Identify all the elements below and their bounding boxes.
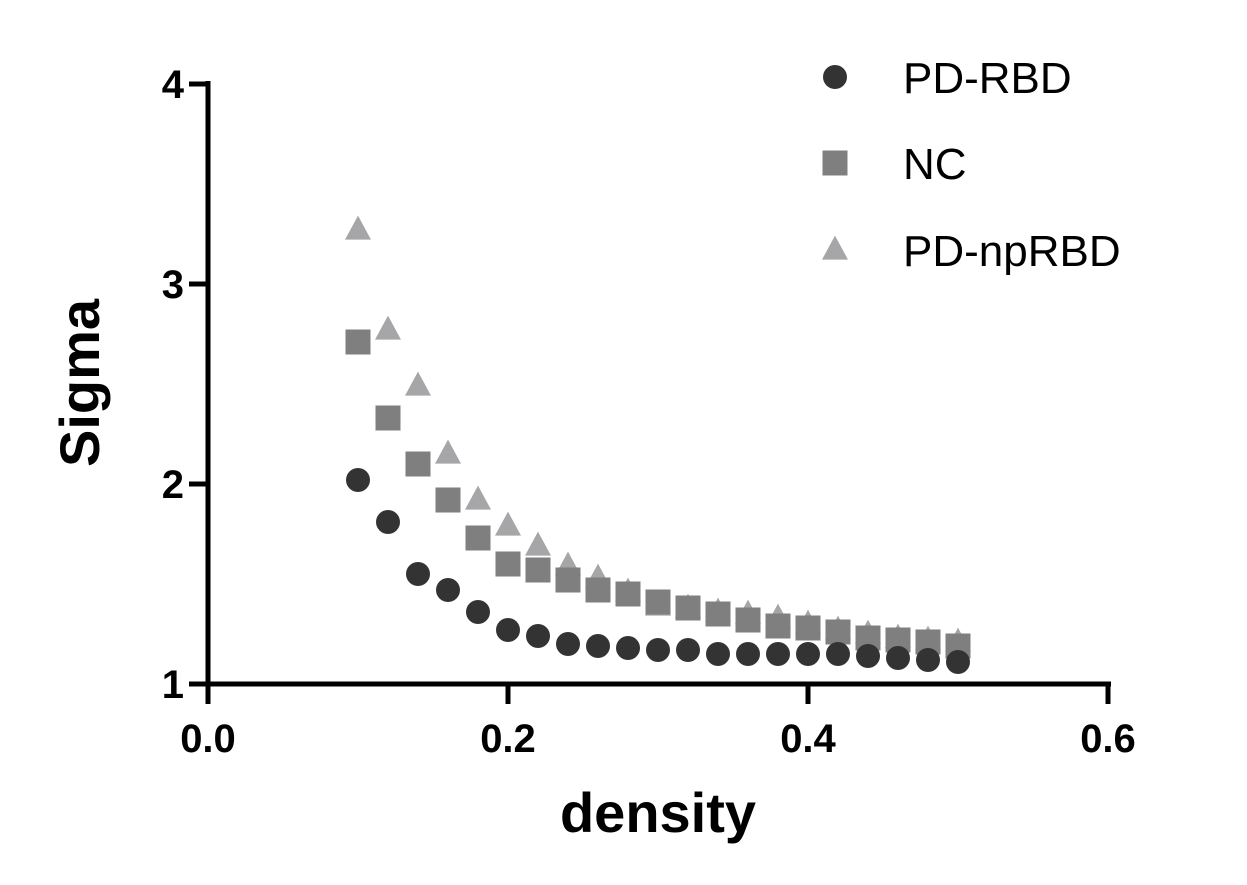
data-point-pd-rbd: [766, 642, 790, 666]
data-point-pd-nprbd: [375, 315, 401, 340]
data-point-pd-rbd: [496, 618, 520, 642]
data-point-nc: [435, 487, 461, 513]
data-point-pd-rbd: [436, 578, 460, 602]
data-point-pd-rbd: [706, 642, 730, 666]
x-tick-label: 0.0: [180, 717, 236, 761]
data-point-nc: [345, 329, 371, 355]
y-tick-label: 4: [162, 63, 185, 107]
data-point-pd-rbd: [556, 632, 580, 656]
data-point-pd-nprbd: [405, 371, 431, 396]
legend-marker-pd-nprbd: [822, 235, 848, 260]
y-tick-label: 3: [162, 263, 184, 307]
data-point-nc: [825, 619, 851, 645]
data-point-nc: [615, 581, 641, 607]
data-point-nc: [525, 557, 551, 583]
data-point-pd-rbd: [916, 648, 940, 672]
data-point-pd-rbd: [736, 642, 760, 666]
legend-label-pd-rbd: PD-RBD: [903, 54, 1072, 103]
data-point-nc: [375, 405, 401, 431]
data-point-nc: [675, 595, 701, 621]
data-point-pd-rbd: [466, 600, 490, 624]
y-axis-title: Sigma: [48, 298, 111, 467]
data-point-pd-rbd: [826, 642, 850, 666]
x-axis-ticks: 0.0 0.2 0.4 0.6: [180, 684, 1136, 761]
y-tick-label: 1: [162, 663, 184, 707]
data-point-pd-rbd: [796, 642, 820, 666]
data-point-pd-nprbd: [435, 439, 461, 464]
data-point-nc: [555, 567, 581, 593]
legend-label-nc: NC: [903, 140, 967, 189]
y-tick-label: 2: [162, 463, 184, 507]
data-point-pd-nprbd: [495, 511, 521, 536]
data-point-pd-rbd: [526, 624, 550, 648]
data-point-nc: [645, 589, 671, 615]
data-point-pd-rbd: [616, 636, 640, 660]
y-axis-ticks: 1 2 3 4: [162, 63, 208, 707]
data-point-pd-rbd: [886, 646, 910, 670]
data-point-pd-nprbd: [465, 485, 491, 510]
legend: PD-RBD NC PD-npRBD: [822, 54, 1121, 276]
data-point-pd-rbd: [406, 562, 430, 586]
x-axis-title: density: [560, 781, 756, 844]
legend-marker-nc: [822, 150, 848, 176]
data-point-pd-rbd: [646, 638, 670, 662]
x-tick-label: 0.6: [1080, 717, 1136, 761]
data-point-nc: [465, 525, 491, 551]
data-point-nc: [765, 613, 791, 639]
legend-marker-pd-rbd: [823, 65, 847, 89]
data-point-pd-nprbd: [345, 215, 371, 240]
data-point-pd-rbd: [856, 644, 880, 668]
x-tick-label: 0.4: [780, 717, 836, 761]
data-point-pd-rbd: [946, 650, 970, 674]
data-point-nc: [405, 451, 431, 477]
data-point-nc: [585, 577, 611, 603]
legend-label-pd-nprbd: PD-npRBD: [903, 227, 1121, 276]
x-tick-label: 0.2: [480, 717, 536, 761]
data-point-nc: [735, 607, 761, 633]
data-point-nc: [705, 601, 731, 627]
data-point-pd-rbd: [586, 634, 610, 658]
data-point-nc: [495, 551, 521, 577]
data-point-pd-rbd: [346, 468, 370, 492]
data-point-pd-rbd: [676, 638, 700, 662]
data-point-nc: [795, 615, 821, 641]
data-point-pd-nprbd: [525, 531, 551, 556]
data-point-pd-rbd: [376, 510, 400, 534]
data-points: [345, 215, 971, 674]
